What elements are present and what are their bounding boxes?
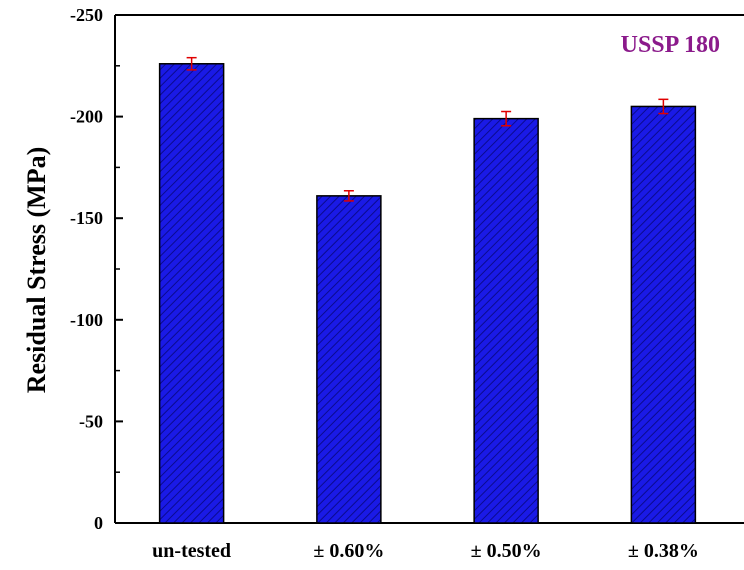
y-tick-label: -200 — [70, 107, 103, 127]
y-axis-label: Residual Stress (MPa) — [22, 147, 51, 394]
x-tick-label: ± 0.60% — [313, 540, 384, 562]
chart-annotation: USSP 180 — [621, 32, 720, 58]
bar — [473, 117, 539, 524]
x-tick-label: un-tested — [152, 540, 231, 562]
labels: un-tested ± 0.60% ± 0.50% ± 0.38% — [152, 540, 699, 562]
y-tick-label: -150 — [70, 208, 103, 228]
error-bars — [186, 56, 669, 202]
y-tick-label: 0 — [94, 513, 103, 533]
x-tick-label: ± 0.50% — [471, 540, 542, 562]
x-tick-label: ± 0.38% — [628, 540, 699, 562]
bars — [158, 63, 697, 524]
y-tick-label: -100 — [70, 310, 103, 330]
bar — [316, 195, 382, 524]
bar — [630, 105, 697, 524]
y-tick-label: -250 — [70, 5, 103, 25]
bar — [158, 63, 225, 524]
y-tick-label: -50 — [79, 411, 103, 431]
